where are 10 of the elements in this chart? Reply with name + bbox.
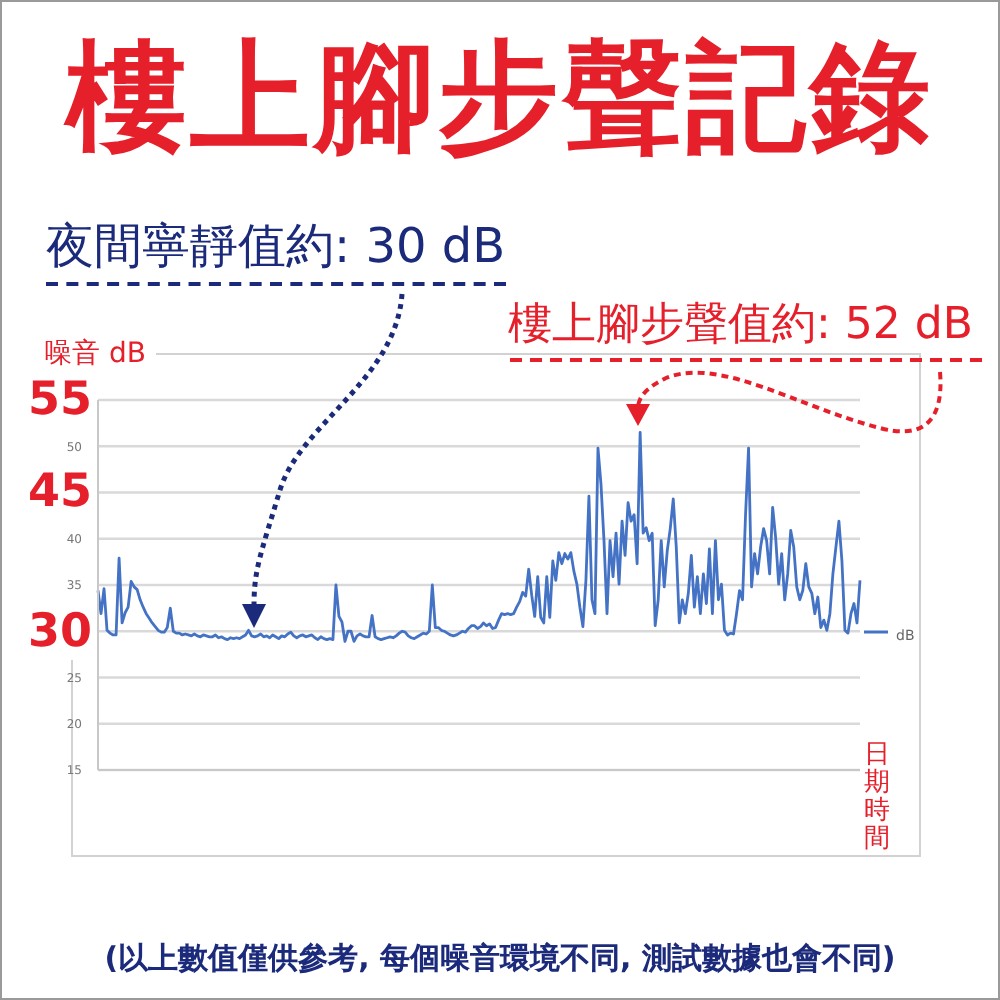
x-axis-title: 日期時間 [864,740,892,854]
line-series [96,430,862,643]
text: (以上數值僅供參考, 每個噪音環境不同, 測試數據也會不同) [102,940,898,978]
text: 30 [28,605,93,658]
y-axis-title: 噪音 dB [44,336,146,374]
text: 夜間寧靜值約: 30 dB [46,216,506,276]
text: 45 [28,466,93,519]
text: 55 [28,374,93,426]
chart-title: 樓上腳步聲記錄 [61,28,936,168]
text: 樓上腳步聲值約: 52 dB [508,298,973,354]
